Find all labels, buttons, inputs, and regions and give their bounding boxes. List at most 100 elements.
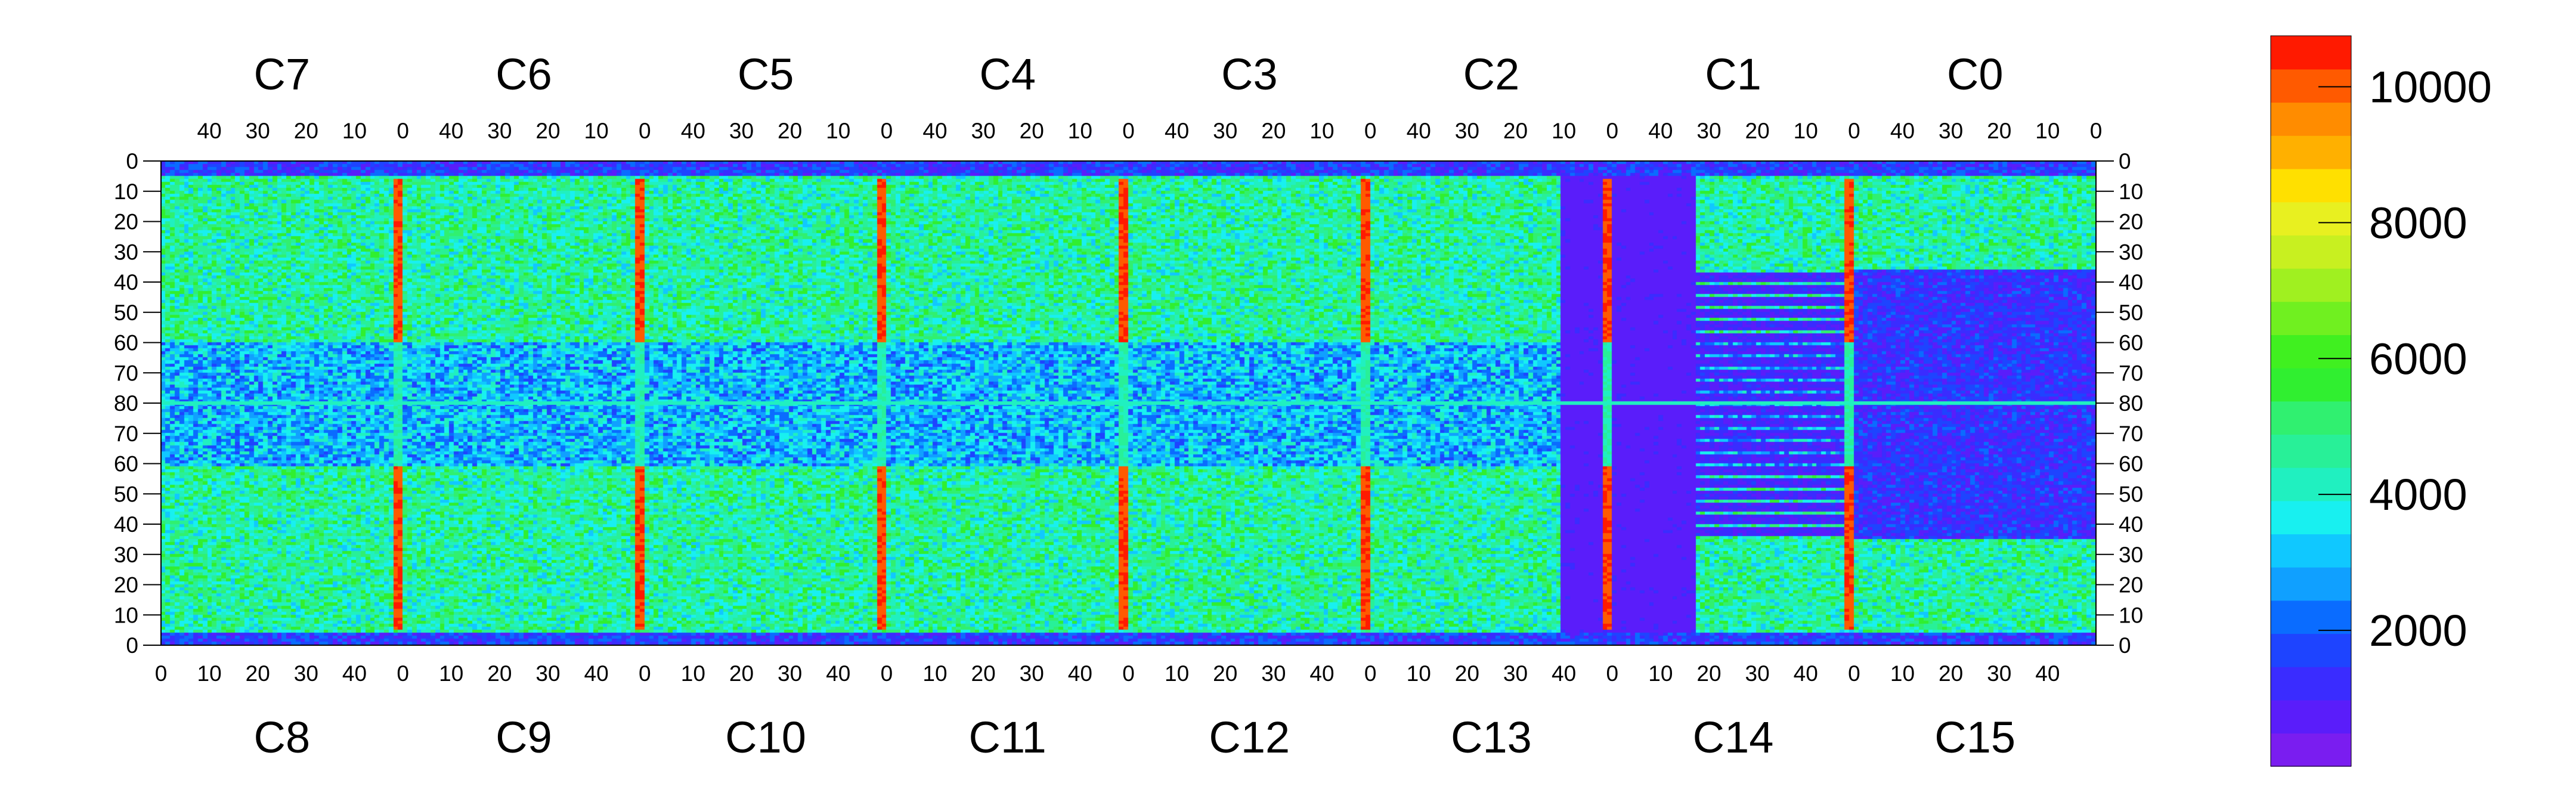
- chip-labels-top: C7 C6 C5 C4 C3 C2 C1 C0: [254, 49, 2004, 99]
- colorbar-band: [2271, 666, 2351, 701]
- bottom-x-tick-label: 30: [294, 661, 318, 686]
- right-y-tick-label: 40: [2119, 270, 2143, 295]
- bottom-x-tick-label: 10: [197, 661, 222, 686]
- bottom-x-tick-label: 30: [1020, 661, 1044, 686]
- bottom-x-tick-label: 40: [826, 661, 850, 686]
- bottom-x-tick-label: 10: [439, 661, 463, 686]
- left-y-tick-label: 80: [114, 391, 138, 416]
- top-x-tick-label: 30: [971, 119, 996, 143]
- chip-label-top: C4: [979, 49, 1036, 99]
- colorbar-tick-label: 8000: [2369, 198, 2467, 247]
- colorbar-band: [2271, 69, 2351, 103]
- colorbar-band: [2271, 699, 2351, 734]
- top-x-tick-label: 10: [1794, 119, 1818, 143]
- top-x-tick-label: 10: [342, 119, 367, 143]
- bottom-x-tick-label: 30: [778, 661, 802, 686]
- bottom-x-tick-label: 0: [1606, 661, 1618, 686]
- top-x-tick-label: 0: [881, 119, 893, 143]
- left-y-tick-label: 20: [114, 573, 138, 597]
- chip-label-top: C3: [1221, 49, 1278, 99]
- bottom-x-tick-label: 20: [246, 661, 270, 686]
- left-y-tick-label: 0: [126, 149, 138, 174]
- bottom-x-tick-label: 0: [155, 661, 168, 686]
- right-y-tick-label: 50: [2119, 482, 2143, 506]
- bottom-x-ticks: 0 10 20 30 40 0 10 20 30 40 0 10 20 30 40 0 10 20 30 40 0 10 2…: [155, 639, 2060, 686]
- bottom-x-tick-label: 20: [487, 661, 512, 686]
- bottom-x-tick-label: 40: [1309, 661, 1334, 686]
- chip-label-bottom: C15: [1934, 713, 2015, 762]
- right-y-tick-label: 40: [2119, 512, 2143, 537]
- right-y-tick-label: 60: [2119, 331, 2143, 355]
- chip-label-bottom: C10: [725, 713, 806, 762]
- top-x-tick-label: 20: [778, 119, 802, 143]
- top-x-tick-label: 40: [922, 119, 947, 143]
- bottom-x-tick-label: 0: [639, 661, 651, 686]
- bottom-x-tick-label: 20: [1213, 661, 1237, 686]
- top-x-tick-label: 20: [535, 119, 560, 143]
- left-y-tick-label: 70: [114, 422, 138, 446]
- colorbar-band: [2271, 168, 2351, 203]
- chip-label-top: C7: [254, 49, 311, 99]
- bottom-x-tick-label: 30: [1745, 661, 1770, 686]
- left-y-tick-label: 40: [114, 270, 138, 295]
- top-x-tick-label: 10: [2035, 119, 2060, 143]
- top-x-tick-label: 20: [1020, 119, 1044, 143]
- bottom-x-tick-label: 0: [881, 661, 893, 686]
- top-x-tick-label: 10: [584, 119, 609, 143]
- colorbar-band: [2271, 102, 2351, 136]
- left-y-tick-label: 10: [114, 179, 138, 204]
- right-y-tick-label: 30: [2119, 543, 2143, 567]
- top-x-tick-label: 30: [1696, 119, 1721, 143]
- colorbar-band: [2271, 367, 2351, 402]
- top-x-tick-label: 40: [1165, 119, 1189, 143]
- right-y-tick-label: 10: [2119, 179, 2143, 204]
- right-y-tick-label: 70: [2119, 361, 2143, 385]
- chip-label-bottom: C8: [254, 713, 311, 762]
- bottom-x-tick-label: 10: [1165, 661, 1189, 686]
- top-x-tick-label: 20: [1745, 119, 1770, 143]
- right-y-tick-label: 50: [2119, 301, 2143, 325]
- chip-label-top: C0: [1947, 49, 2004, 99]
- bottom-x-tick-label: 0: [1848, 661, 1860, 686]
- colorbar-band: [2271, 434, 2351, 468]
- right-y-tick-label: 70: [2119, 422, 2143, 446]
- top-x-tick-label: 0: [1606, 119, 1618, 143]
- top-x-tick-label: 20: [1503, 119, 1528, 143]
- top-x-tick-label: 10: [1068, 119, 1092, 143]
- bottom-x-tick-label: 30: [535, 661, 560, 686]
- top-x-tick-label: 30: [1213, 119, 1237, 143]
- bottom-x-tick-label: 0: [1122, 661, 1135, 686]
- heatmap-image: [161, 161, 2096, 645]
- colorbar-band: [2271, 335, 2351, 369]
- right-y-tick-label: 0: [2119, 633, 2131, 658]
- bottom-x-tick-label: 30: [1503, 661, 1528, 686]
- chip-label-bottom: C14: [1693, 713, 1774, 762]
- chip-label-bottom: C12: [1209, 713, 1290, 762]
- top-x-tick-label: 0: [639, 119, 651, 143]
- bottom-x-tick-label: 10: [681, 661, 705, 686]
- left-y-tick-label: 40: [114, 512, 138, 537]
- bottom-x-tick-label: 20: [1696, 661, 1721, 686]
- colorbar-band: [2271, 500, 2351, 535]
- chip-label-bottom: C13: [1451, 713, 1532, 762]
- top-x-tick-label: 30: [246, 119, 270, 143]
- colorbar-frame: [2270, 35, 2352, 767]
- top-x-tick-label: 20: [1261, 119, 1286, 143]
- bottom-x-tick-label: 10: [1648, 661, 1673, 686]
- left-y-tick-label: 60: [114, 452, 138, 476]
- bottom-x-tick-label: 10: [1890, 661, 1915, 686]
- colorbar-band: [2271, 600, 2351, 634]
- colorbar-tick-labels: 2000 4000 6000 8000 10000: [2318, 62, 2492, 655]
- top-x-tick-label: 10: [1552, 119, 1576, 143]
- bottom-x-tick-label: 40: [342, 661, 367, 686]
- left-y-tick-label: 50: [114, 482, 138, 506]
- top-x-tick-label: 0: [2090, 119, 2103, 143]
- left-y-tick-label: 50: [114, 301, 138, 325]
- top-x-tick-label: 20: [1987, 119, 2011, 143]
- left-y-tick-label: 20: [114, 210, 138, 234]
- top-x-tick-label: 10: [1309, 119, 1334, 143]
- bottom-x-tick-label: 30: [1261, 661, 1286, 686]
- top-x-tick-label: 0: [1364, 119, 1377, 143]
- bottom-x-tick-label: 40: [1552, 661, 1576, 686]
- bottom-x-tick-label: 0: [397, 661, 409, 686]
